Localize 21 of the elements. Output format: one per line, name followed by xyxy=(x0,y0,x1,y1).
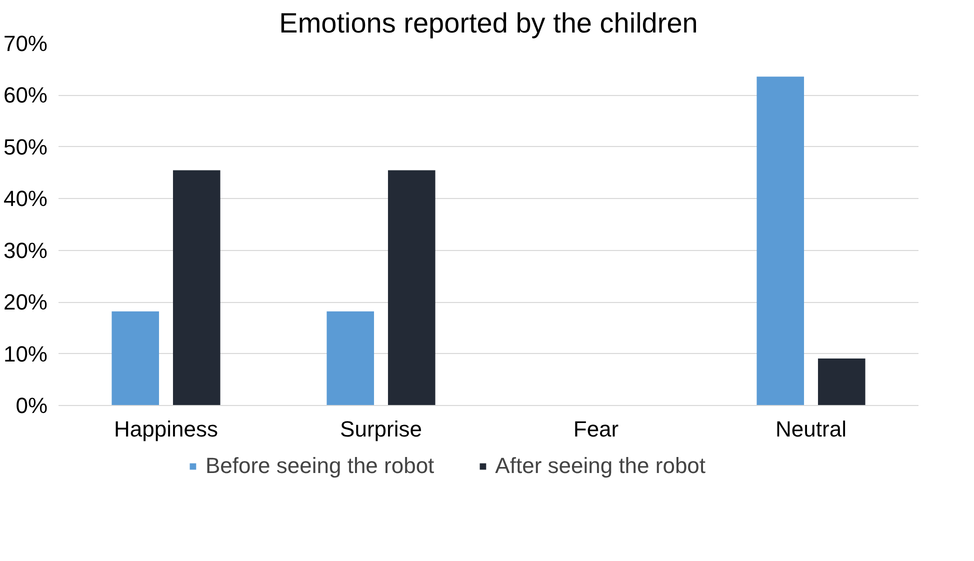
y-tick-label: 40% xyxy=(3,186,48,212)
y-tick-label: 50% xyxy=(3,134,48,160)
bar xyxy=(326,311,374,406)
y-tick-label: 20% xyxy=(3,290,48,315)
bar xyxy=(172,170,220,406)
chart-title: Emotions reported by the children xyxy=(279,8,698,38)
x-tick-label: Neutral xyxy=(776,416,846,442)
legend-label: After seeing the robot xyxy=(495,453,706,479)
y-tick-label: 60% xyxy=(3,82,48,108)
legend-label: Before seeing the robot xyxy=(205,453,434,479)
bar xyxy=(818,358,866,406)
y-tick-label: 10% xyxy=(3,341,48,366)
x-tick-label: Surprise xyxy=(340,416,422,442)
y-tick-label: 0% xyxy=(16,393,48,418)
y-tick-label: 30% xyxy=(3,238,48,263)
y-tick-label: 70% xyxy=(3,31,48,56)
x-tick-label: Fear xyxy=(573,416,619,442)
x-tick-label: Happiness xyxy=(114,416,218,442)
bar xyxy=(112,311,160,406)
bar xyxy=(756,76,804,406)
bar xyxy=(388,170,436,406)
